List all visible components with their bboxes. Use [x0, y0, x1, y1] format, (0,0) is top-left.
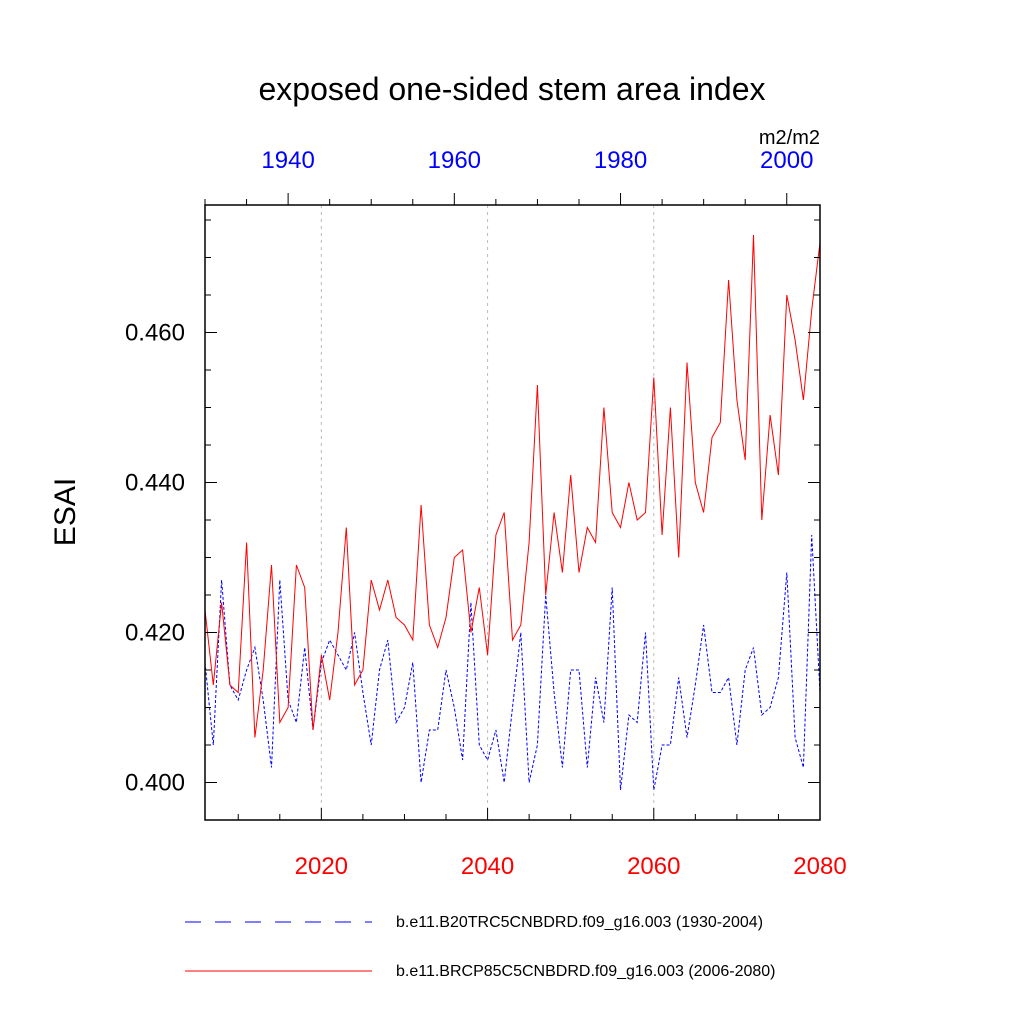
chart-title: exposed one-sided stem area index	[259, 71, 766, 107]
x-bottom-tick-label: 2020	[295, 853, 348, 880]
units-label: m2/m2	[759, 127, 820, 149]
series-line-0	[204, 534, 821, 791]
x-bottom-tick-label: 2080	[793, 853, 846, 880]
x-bottom-tick-label: 2060	[627, 853, 680, 880]
x-bottom-tick-label: 2040	[461, 853, 514, 880]
x-top-tick-label: 1960	[428, 147, 481, 174]
x-top-tick-label: 1980	[594, 147, 647, 174]
axes: 0.400 0.420 0.440 0.460 2020 2040 2060 2080 1940…	[125, 147, 847, 880]
legend-label-historical: b.e11.B20TRC5CNBDRD.f09_g16.003 (1930-20…	[396, 914, 763, 931]
legend-label-rcp85: b.e11.BRCP85C5CNBDRD.f09_g16.003 (2006-2…	[396, 963, 775, 980]
x-top-tick-label: 2000	[760, 147, 813, 174]
y-axis-label: ESAI	[49, 478, 82, 546]
grid-lines	[320, 205, 655, 820]
x-top-tick-label: 1940	[261, 147, 314, 174]
y-tick-label: 0.460	[125, 320, 185, 347]
y-tick-label: 0.420	[125, 620, 185, 647]
y-tick-label: 0.400	[125, 770, 185, 797]
y-tick-label: 0.440	[125, 470, 185, 497]
plot-frame	[204, 204, 821, 821]
legend: b.e11.B20TRC5CNBDRD.f09_g16.003 (1930-20…	[185, 914, 775, 980]
series-layer	[204, 234, 821, 791]
series-line-1	[204, 234, 821, 738]
